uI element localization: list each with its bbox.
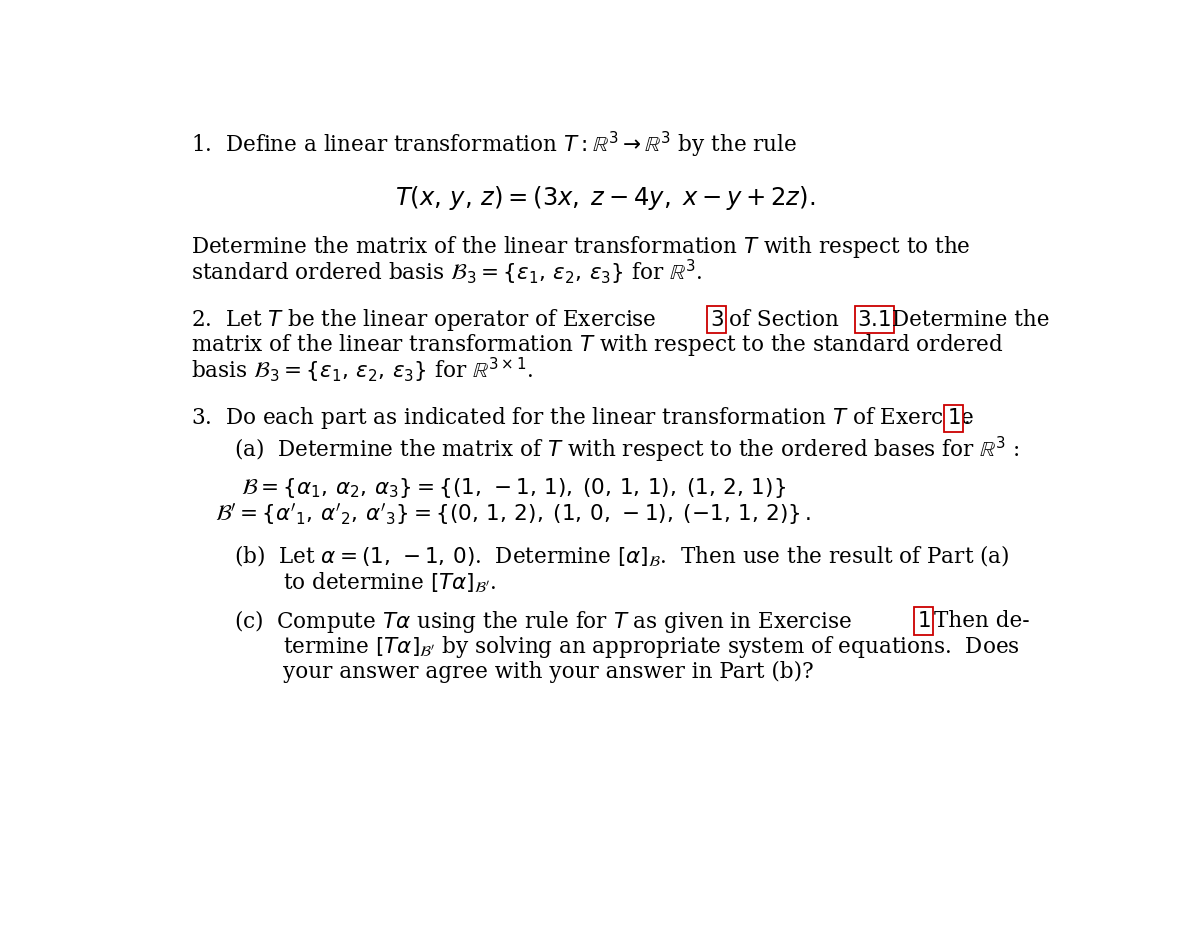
Text: 1.  Define a linear transformation $T : \mathbb{R}^3 \to \mathbb{R}^3$ by the ru: 1. Define a linear transformation $T : \… xyxy=(191,129,798,159)
Text: matrix of the linear transformation $T$ with respect to the standard ordered: matrix of the linear transformation $T$ … xyxy=(191,332,1004,358)
Text: standard ordered basis $\mathcal{B}_3 = \{\epsilon_1,\, \epsilon_2,\, \epsilon_3: standard ordered basis $\mathcal{B}_3 = … xyxy=(191,258,703,286)
Text: $\mathcal{B} = \{\alpha_1,\, \alpha_2,\, \alpha_3\} = \{(1,\, -1,\, 1),\; (0,\, : $\mathcal{B} = \{\alpha_1,\, \alpha_2,\,… xyxy=(241,476,786,501)
Text: $3.1$: $3.1$ xyxy=(857,309,891,331)
Text: $T(x,\, y,\, z) = (3x,\; z - 4y,\; x - y + 2z).$: $T(x,\, y,\, z) = (3x,\; z - 4y,\; x - y… xyxy=(394,184,815,211)
Text: Determine the: Determine the xyxy=(892,309,1049,331)
Text: (b)  Let $\alpha = (1,\, -1,\, 0)$.  Determine $[\alpha]_{\mathcal{B}}$.  Then u: (b) Let $\alpha = (1,\, -1,\, 0)$. Deter… xyxy=(235,544,1010,570)
Text: $1$: $1$ xyxy=(946,407,961,429)
Text: $1$: $1$ xyxy=(917,611,930,632)
Text: of Section: of Section xyxy=(729,309,839,331)
Text: termine $[T\alpha]_{\mathcal{B}'}$ by solving an appropriate system of equations: termine $[T\alpha]_{\mathcal{B}'}$ by so… xyxy=(283,633,1020,660)
Text: (a)  Determine the matrix of $T$ with respect to the ordered bases for $\mathbb{: (a) Determine the matrix of $T$ with res… xyxy=(235,434,1021,465)
Text: $\mathcal{B}' = \{\alpha'_1,\, \alpha'_2,\, \alpha'_3\} = \{(0,\, 1,\, 2),\; (1,: $\mathcal{B}' = \{\alpha'_1,\, \alpha'_2… xyxy=(215,501,812,526)
Text: basis $\mathcal{B}_3 = \{\epsilon_1,\, \epsilon_2,\, \epsilon_3\}$ for $\mathbb{: basis $\mathcal{B}_3 = \{\epsilon_1,\, \… xyxy=(191,356,533,385)
Text: .: . xyxy=(964,407,971,429)
Text: 3.  Do each part as indicated for the linear transformation $T$ of Exercise: 3. Do each part as indicated for the lin… xyxy=(191,405,975,431)
Text: $3$: $3$ xyxy=(710,309,723,331)
Text: your answer agree with your answer in Part (b)?: your answer agree with your answer in Pa… xyxy=(283,661,813,684)
Text: 2.  Let $T$ be the linear operator of Exercise: 2. Let $T$ be the linear operator of Exe… xyxy=(191,306,657,333)
Text: Determine the matrix of the linear transformation $T$ with respect to the: Determine the matrix of the linear trans… xyxy=(191,233,971,260)
Text: Then de-: Then de- xyxy=(935,611,1030,632)
Text: to determine $[T\alpha]_{\mathcal{B}'}$.: to determine $[T\alpha]_{\mathcal{B}'}$. xyxy=(283,570,496,594)
Text: (c)  Compute $T\alpha$ using the rule for $T$ as given in Exercise: (c) Compute $T\alpha$ using the rule for… xyxy=(235,608,852,634)
